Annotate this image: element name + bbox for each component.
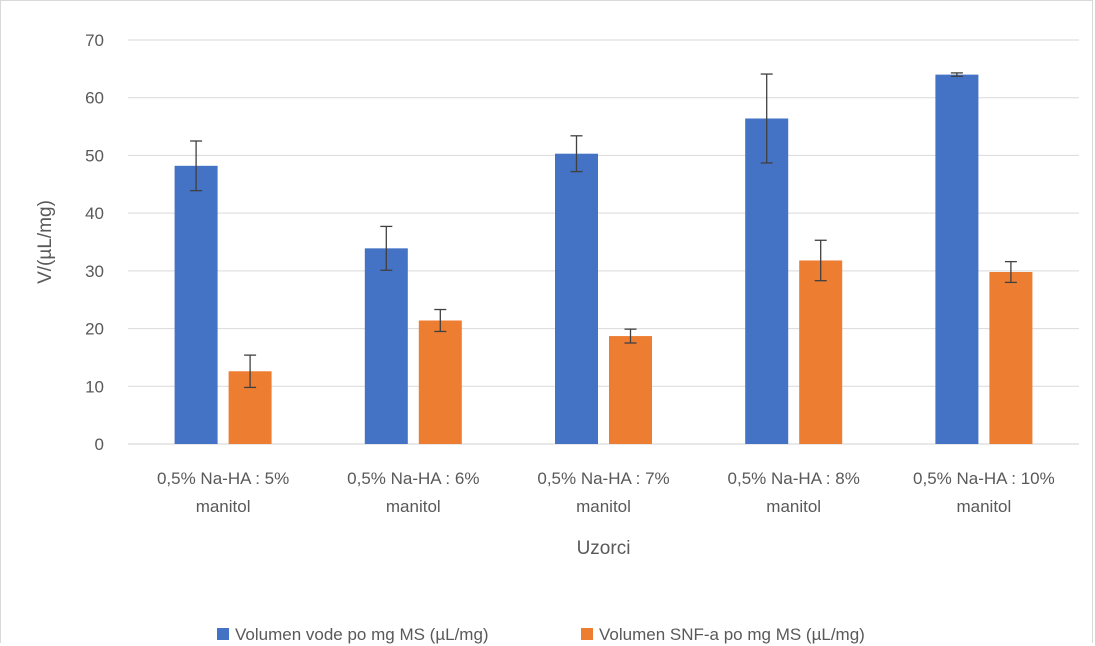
y-tick-label: 10 <box>85 377 104 396</box>
y-axis-ticks: 0 10 20 30 40 50 60 70 <box>85 31 104 454</box>
bar <box>745 118 789 445</box>
y-tick-label: 50 <box>85 146 104 165</box>
legend-label: Volumen vode po mg MS (µL/mg) <box>235 625 489 644</box>
gridlines <box>128 39 1079 445</box>
legend: Volumen vode po mg MS (µL/mg) Volumen SNF… <box>217 625 865 644</box>
y-tick-label: 20 <box>85 320 104 339</box>
x-tick-label: 0,5% Na-HA : 10% <box>913 469 1055 488</box>
bar <box>174 165 218 444</box>
y-tick-label: 70 <box>85 31 104 50</box>
x-tick-label: 0,5% Na-HA : 5% <box>157 469 289 488</box>
legend-label: Volumen SNF-a po mg MS (µL/mg) <box>599 625 865 644</box>
x-tick-label: manitol <box>576 497 631 516</box>
x-tick-label: manitol <box>956 497 1011 516</box>
bar <box>799 260 843 444</box>
y-tick-label: 60 <box>85 89 104 108</box>
error-bars <box>190 72 1017 389</box>
x-axis-ticks: 0,5% Na-HA : 5% manitol 0,5% Na-HA : 6% man… <box>157 469 1055 516</box>
bar <box>418 320 462 444</box>
y-tick-label: 0 <box>95 435 104 454</box>
x-tick-label: 0,5% Na-HA : 8% <box>728 469 860 488</box>
bar <box>935 74 979 444</box>
bars <box>174 74 1033 445</box>
bar <box>555 153 598 444</box>
x-tick-label: manitol <box>386 497 441 516</box>
x-tick-label: manitol <box>766 497 821 516</box>
x-axis-title: Uzorci <box>577 538 631 559</box>
y-tick-label: 40 <box>85 204 104 223</box>
bar <box>364 248 408 444</box>
bar <box>989 272 1033 444</box>
x-tick-label: manitol <box>196 497 251 516</box>
x-tick-label: 0,5% Na-HA : 6% <box>347 469 479 488</box>
y-tick-label: 30 <box>85 262 104 281</box>
legend-swatch <box>217 628 229 640</box>
legend-swatch <box>581 628 593 640</box>
x-tick-label: 0,5% Na-HA : 7% <box>537 469 669 488</box>
bar <box>609 336 652 444</box>
y-axis-title: V/(µL/mg) <box>35 200 56 284</box>
